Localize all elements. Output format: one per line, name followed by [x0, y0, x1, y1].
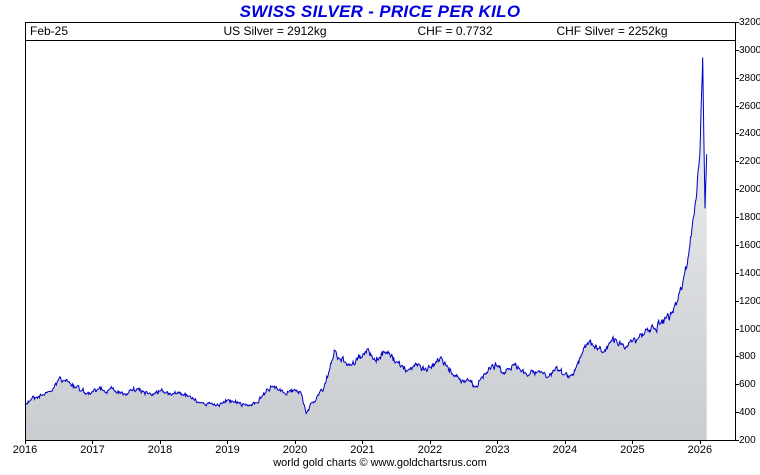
y-axis-label: 1600 — [739, 239, 760, 251]
y-axis-label: 1400 — [739, 267, 760, 279]
x-axis-label: 2016 — [12, 444, 38, 456]
chf-silver-label: CHF Silver = 2252kg — [556, 24, 668, 38]
y-axis-label: 2600 — [739, 100, 760, 112]
plot-border — [25, 22, 736, 441]
page-title: SWISS SILVER - PRICE PER KILO — [239, 2, 521, 21]
us-silver-label: US Silver = 2912kg — [223, 24, 327, 38]
footer-credit: world gold charts © www.goldchartsrus.co… — [273, 457, 487, 469]
x-axis-label: 2021 — [350, 444, 375, 456]
y-axis-label: 800 — [739, 351, 756, 363]
y-axis-label: 200 — [739, 435, 756, 446]
x-axis-label: 2026 — [687, 444, 713, 456]
x-axis-label: 2022 — [417, 444, 443, 456]
y-axis-label: 2200 — [739, 156, 760, 168]
y-axis-label: 2800 — [739, 72, 760, 84]
x-axis-label: 2025 — [620, 444, 645, 456]
y-axis-label: 1000 — [739, 323, 760, 335]
date-label: Feb-25 — [30, 24, 69, 38]
y-axis-label: 600 — [739, 379, 756, 391]
x-axis-label: 2020 — [282, 444, 308, 456]
y-axis-label: 2400 — [739, 128, 760, 140]
y-axis-label: 1800 — [739, 212, 760, 224]
y-axis-label: 400 — [739, 407, 756, 419]
line-series — [24, 57, 708, 415]
x-axis-label: 2018 — [147, 444, 173, 456]
y-axis-label: 3200 — [739, 17, 760, 28]
y-axis-label: 3000 — [739, 44, 760, 56]
chf-rate-label: CHF = 0.7732 — [417, 24, 493, 38]
x-axis-label: 2023 — [485, 444, 510, 456]
y-axis-label: 1200 — [739, 295, 760, 307]
x-axis-label: 2019 — [215, 444, 240, 456]
area-series — [25, 57, 707, 441]
x-axis-label: 2017 — [80, 444, 105, 456]
x-axis-label: 2024 — [552, 444, 578, 456]
y-axis-label: 2000 — [739, 184, 760, 196]
